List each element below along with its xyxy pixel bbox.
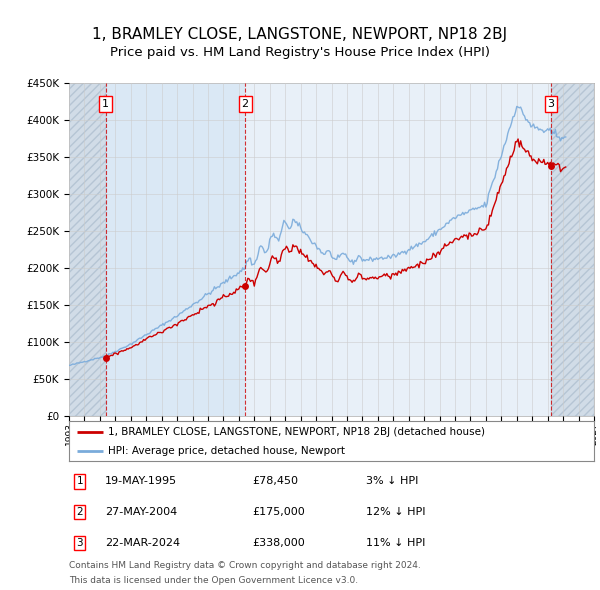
Text: 12% ↓ HPI: 12% ↓ HPI: [366, 507, 425, 517]
Text: 22-MAR-2024: 22-MAR-2024: [105, 538, 180, 548]
Text: £78,450: £78,450: [252, 477, 298, 486]
Text: 2: 2: [242, 99, 249, 109]
Text: HPI: Average price, detached house, Newport: HPI: Average price, detached house, Newp…: [109, 447, 346, 456]
Text: 3: 3: [76, 538, 83, 548]
Text: 2: 2: [76, 507, 83, 517]
Text: £175,000: £175,000: [252, 507, 305, 517]
Text: This data is licensed under the Open Government Licence v3.0.: This data is licensed under the Open Gov…: [69, 576, 358, 585]
Text: 1: 1: [102, 99, 109, 109]
Bar: [551, 83, 594, 416]
Text: Price paid vs. HM Land Registry's House Price Index (HPI): Price paid vs. HM Land Registry's House …: [110, 46, 490, 59]
Text: 1: 1: [76, 477, 83, 486]
Text: 1, BRAMLEY CLOSE, LANGSTONE, NEWPORT, NP18 2BJ (detached house): 1, BRAMLEY CLOSE, LANGSTONE, NEWPORT, NP…: [109, 427, 485, 437]
Text: 3: 3: [548, 99, 554, 109]
Bar: [106, 83, 245, 416]
Text: 11% ↓ HPI: 11% ↓ HPI: [366, 538, 425, 548]
Text: Contains HM Land Registry data © Crown copyright and database right 2024.: Contains HM Land Registry data © Crown c…: [69, 561, 421, 570]
Bar: [69, 83, 106, 416]
Text: 1, BRAMLEY CLOSE, LANGSTONE, NEWPORT, NP18 2BJ: 1, BRAMLEY CLOSE, LANGSTONE, NEWPORT, NP…: [92, 27, 508, 41]
Text: 3% ↓ HPI: 3% ↓ HPI: [366, 477, 418, 486]
Text: £338,000: £338,000: [252, 538, 305, 548]
Text: 27-MAY-2004: 27-MAY-2004: [105, 507, 177, 517]
Text: 19-MAY-1995: 19-MAY-1995: [105, 477, 177, 486]
